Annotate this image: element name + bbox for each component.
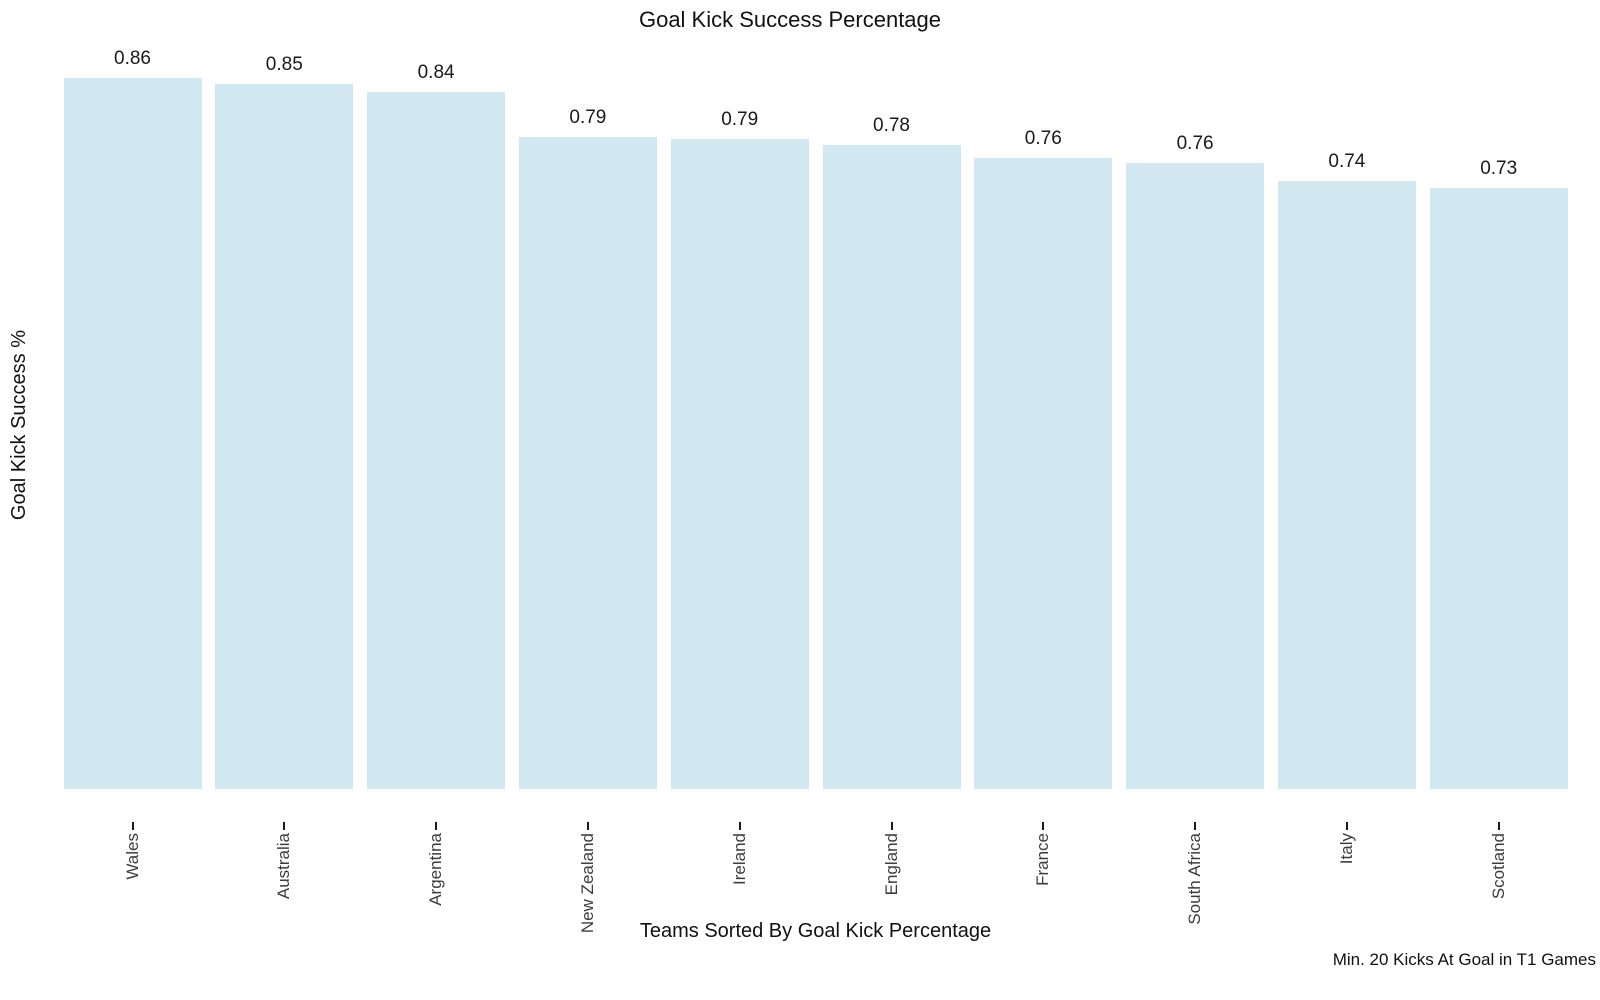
bar-ireland xyxy=(670,139,809,789)
x-tick-label-italy: Italy xyxy=(1336,833,1356,865)
x-tick-label-argentina: Argentina xyxy=(426,833,446,906)
bar-value-label-argentina: 0.84 xyxy=(417,61,455,83)
x-axis-label: Teams Sorted By Goal Kick Percentage xyxy=(639,920,992,942)
bar-scotland xyxy=(1429,188,1568,789)
x-axis-tick-italy xyxy=(1345,822,1348,830)
bar-value-label-italy: 0.74 xyxy=(1328,150,1366,172)
bar-south-africa xyxy=(1126,163,1265,789)
x-tick-label-scotland: Scotland xyxy=(1488,833,1508,900)
bar-value-label-south-africa: 0.76 xyxy=(1176,133,1214,155)
x-tick-label-ireland: Ireland xyxy=(729,833,749,885)
bar-value-label-england: 0.78 xyxy=(873,115,910,137)
bar-value-label-france: 0.76 xyxy=(1024,128,1062,150)
x-axis-tick-england xyxy=(890,822,893,830)
bar-italy xyxy=(1277,180,1416,789)
bar-australia xyxy=(215,84,354,789)
x-tick-label-australia: Australia xyxy=(274,833,294,900)
bar-england xyxy=(822,145,961,789)
bar-value-label-new-zealand: 0.79 xyxy=(569,106,607,128)
x-axis-tick-new-zealand xyxy=(586,822,589,830)
x-tick-label-new-zealand: New Zealand xyxy=(577,833,597,934)
x-tick-label-england: England xyxy=(881,833,901,896)
x-tick-label-wales: Wales xyxy=(122,833,142,880)
bar-value-label-scotland: 0.73 xyxy=(1480,158,1518,180)
bar-france xyxy=(974,158,1113,789)
chart-title: Goal Kick Success Percentage xyxy=(638,7,942,32)
bar-value-label-australia: 0.85 xyxy=(265,54,303,76)
x-axis-tick-wales xyxy=(131,822,134,830)
bar-argentina xyxy=(367,91,506,789)
bar-wales xyxy=(63,78,202,789)
bar-new-zealand xyxy=(518,136,657,789)
x-tick-label-france: France xyxy=(1033,833,1053,886)
bar-value-label-wales: 0.86 xyxy=(114,48,151,70)
x-axis-tick-ireland xyxy=(738,822,741,830)
footnote: Min. 20 Kicks At Goal in T1 Games xyxy=(1332,950,1596,969)
x-axis-tick-scotland xyxy=(1497,822,1500,830)
x-axis-tick-south-africa xyxy=(1194,822,1197,830)
x-axis-tick-argentina xyxy=(435,822,438,830)
x-tick-label-south-africa: South Africa xyxy=(1185,833,1205,925)
x-axis-tick-france xyxy=(1042,822,1045,830)
x-axis-tick-australia xyxy=(283,822,286,830)
bar-value-label-ireland: 0.79 xyxy=(721,109,759,131)
